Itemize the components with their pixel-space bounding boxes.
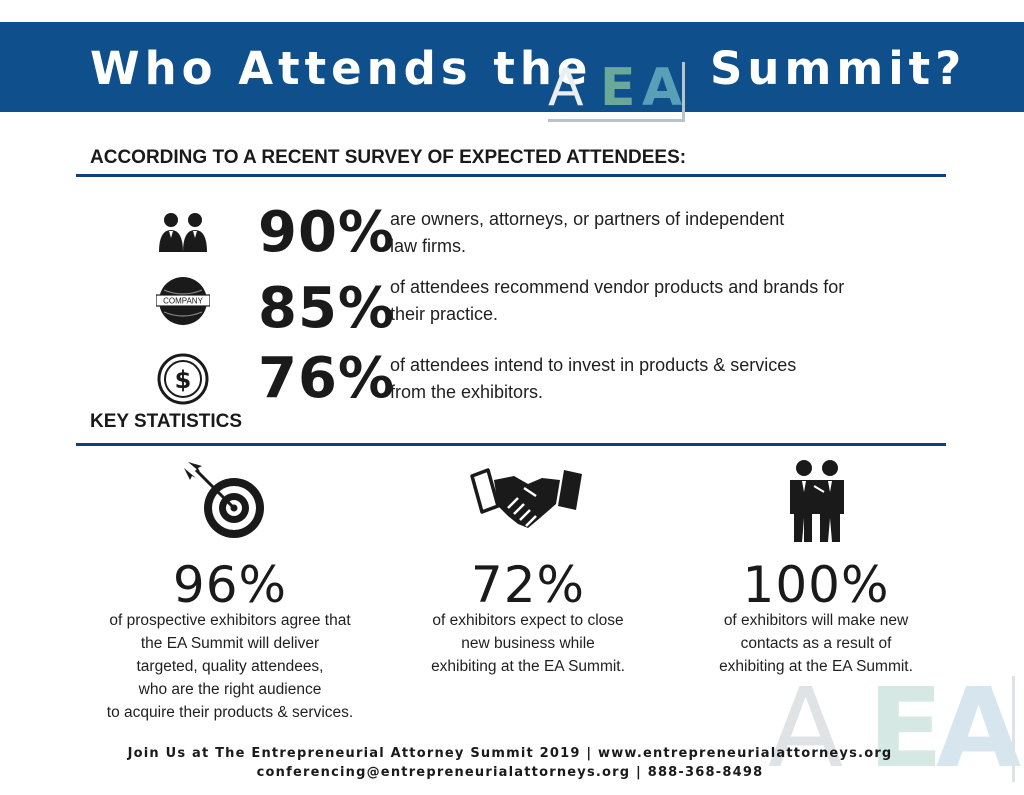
stat-description: of attendees intend to invest in product… — [390, 352, 890, 406]
business-partners-icon — [790, 460, 844, 542]
stat-description-line: from the exhibitors. — [390, 382, 544, 402]
company-globe-icon: COMPANY — [156, 277, 210, 325]
handshake-icon — [470, 468, 582, 528]
stat-description-line: of attendees recommend vendor products a… — [390, 277, 845, 297]
survey-heading: ACCORDING TO A RECENT SURVEY OF EXPECTED… — [90, 147, 687, 168]
logo-frame-right — [682, 62, 685, 122]
logo-frame-bottom — [548, 119, 685, 122]
watermark-letter-a-second: A — [936, 664, 1022, 792]
key-stat-line: to acquire their products & services. — [106, 704, 354, 721]
aea-watermark-logo: A E A — [768, 664, 1021, 792]
key-stat-line: new business while — [461, 635, 595, 652]
stat-description: are owners, attorneys, or partners of in… — [390, 206, 890, 260]
title-banner: Who Attends the A E A Summit? — [0, 22, 1024, 122]
key-stat-percent: 72% — [470, 556, 586, 614]
key-stat-description: of exhibitors expect to close new busine… — [378, 609, 678, 678]
target-icon — [184, 462, 264, 538]
title-text-after: Summit? — [710, 42, 967, 95]
key-stat-line: of exhibitors expect to close — [432, 612, 624, 629]
logo-letter-e: E — [600, 58, 636, 118]
key-statistics-heading: KEY STATISTICS — [90, 411, 243, 432]
key-stat-line: targeted, quality attendees, — [136, 658, 324, 675]
key-stat-description: of exhibitors will make new contacts as … — [666, 609, 966, 678]
stat-percent: 90% — [258, 200, 396, 265]
dollar-coin-icon: $ — [157, 353, 209, 405]
key-stat-percent: 96% — [172, 556, 288, 614]
key-stat-description: of prospective exhibitors agree that the… — [80, 609, 380, 724]
people-icon — [159, 213, 207, 252]
stat-description-line: law firms. — [390, 236, 466, 256]
survey-stat-recommend: COMPANY 85% of attendees recommend vendo… — [0, 270, 1024, 341]
logo-letter-a-second: A — [642, 58, 683, 118]
survey-stat-owners: 90% are owners, attorneys, or partners o… — [0, 198, 1024, 268]
key-stat-line: exhibiting at the EA Summit. — [431, 658, 625, 675]
key-stat-line: who are the right audience — [138, 681, 322, 698]
footer-line-event: Join Us at The Entrepreneurial Attorney … — [127, 746, 893, 761]
title-text-before: Who Attends the — [90, 42, 593, 95]
key-stat-line: of exhibitors will make new — [723, 612, 909, 629]
stat-percent: 85% — [258, 276, 396, 341]
survey-stat-invest: $ 76% of attendees intend to invest in p… — [0, 346, 1024, 416]
footer-line-contact: conferencing@entrepreneurialattorneys.or… — [256, 765, 764, 780]
watermark-frame-right — [1012, 676, 1015, 782]
key-stat-line: of prospective exhibitors agree that — [109, 612, 351, 629]
company-badge-label: COMPANY — [163, 297, 204, 306]
stat-percent: 76% — [258, 346, 396, 411]
aea-logo: A E A — [548, 58, 688, 124]
key-statistics-divider — [76, 443, 946, 446]
survey-divider — [76, 174, 946, 177]
svg-text:$: $ — [175, 366, 192, 394]
stat-description-line: of attendees intend to invest in product… — [390, 355, 797, 375]
watermark-letter-e: E — [868, 664, 944, 792]
key-stat-percent: 100% — [742, 556, 890, 614]
key-stat-line: exhibiting at the EA Summit. — [719, 658, 913, 675]
key-stat-line: contacts as a result of — [740, 635, 892, 652]
key-stat-line: the EA Summit will deliver — [140, 635, 320, 652]
logo-letter-a-first: A — [548, 58, 584, 118]
stat-description-line: are owners, attorneys, or partners of in… — [390, 209, 785, 229]
stat-description: of attendees recommend vendor products a… — [390, 274, 890, 328]
watermark-letter-a-first: A — [768, 664, 844, 792]
stat-description-line: their practice. — [390, 304, 499, 324]
